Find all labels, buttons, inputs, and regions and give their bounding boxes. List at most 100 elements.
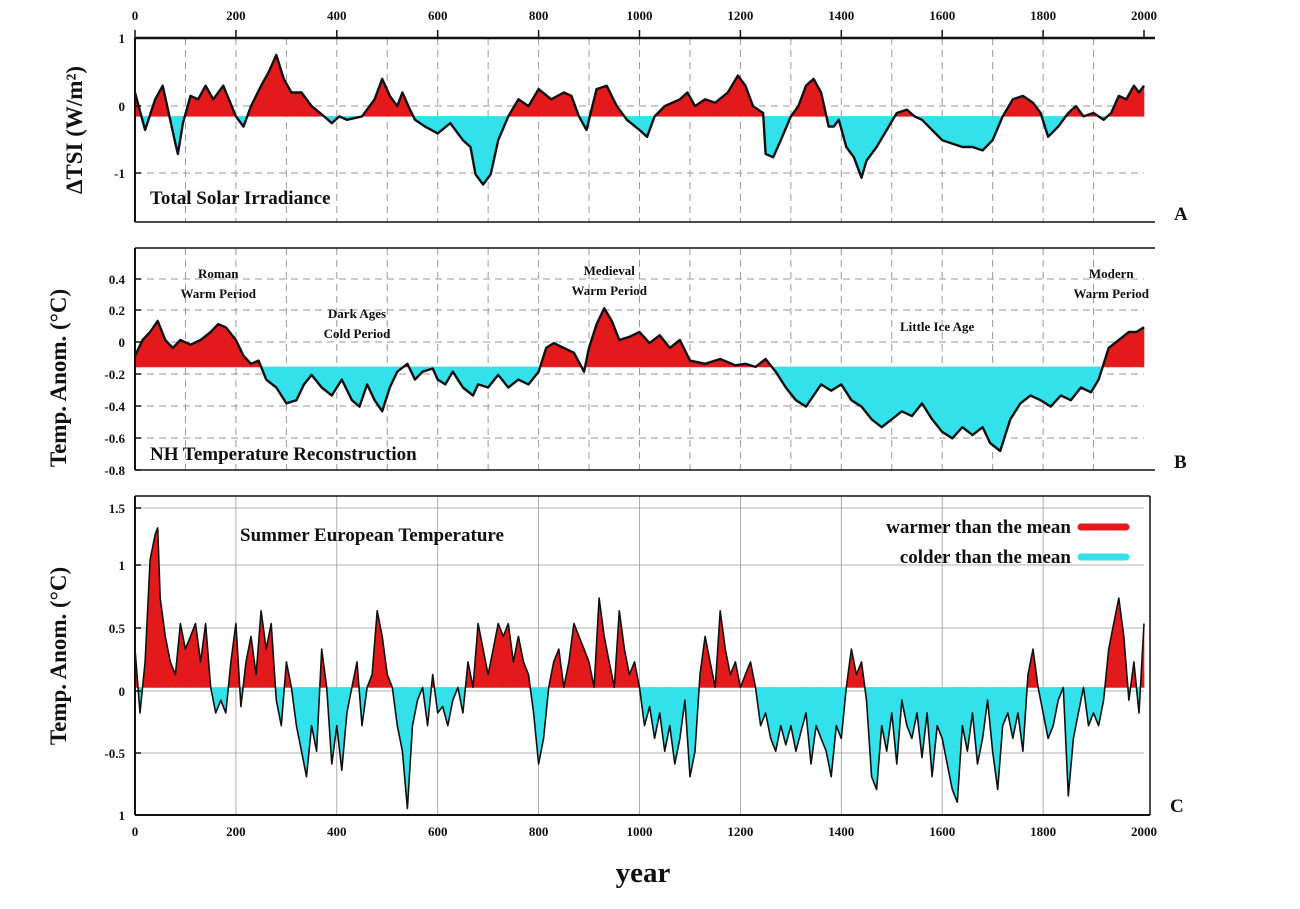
top-tick-label: 1200 <box>727 8 753 23</box>
top-axis-ticks: 0 200 400 600 800 1000 1200 1400 1600 1800 2000 <box>132 8 1157 38</box>
top-tick-label: 600 <box>428 8 448 23</box>
cold-area <box>871 687 877 790</box>
panel-a-title: Total Solar Irradiance <box>150 188 331 209</box>
y-tick-label: 0.4 <box>109 272 126 287</box>
bottom-tick-label: 400 <box>327 824 347 839</box>
cold-area <box>881 366 893 428</box>
bottom-tick-label: 2000 <box>1131 824 1157 839</box>
panel-a-tsi: 0 200 400 600 800 1000 1200 1400 1600 1800 2000 10… <box>62 8 1188 225</box>
cold-area <box>901 366 913 417</box>
top-tick-label: 1000 <box>627 8 653 23</box>
warm-area <box>291 92 302 117</box>
panel-c-european-summer: 1.5 1 0.5 0 -0.5 1 0 200 400 600 800 1000 1200 1400 1… <box>46 495 1184 889</box>
y-tick-label: -0.2 <box>104 367 125 382</box>
period-annotation: Warm Period <box>571 283 647 298</box>
y-tick-label: 0 <box>119 99 126 114</box>
panel-b-letter: B <box>1174 452 1187 473</box>
bottom-tick-label: 1400 <box>828 824 854 839</box>
bottom-tick-label: 800 <box>529 824 549 839</box>
panel-b-annotations: Roman Warm Period Dark Ages Cold Period Medi… <box>181 263 1150 341</box>
top-tick-label: 400 <box>327 8 347 23</box>
panel-b-y-label: Temp. Anom. (°C) <box>46 289 71 467</box>
warm-area <box>619 336 630 368</box>
period-annotation: Modern <box>1089 266 1135 281</box>
period-annotation: Warm Period <box>1073 286 1149 301</box>
panel-c-title: Summer European Temperature <box>240 525 504 546</box>
cold-area <box>840 366 852 402</box>
period-annotation: Medieval <box>584 263 636 278</box>
cold-area <box>286 366 297 404</box>
top-tick-label: 1400 <box>828 8 854 23</box>
bottom-tick-label: 1000 <box>627 824 653 839</box>
panel-b-title: NH Temperature Reconstruction <box>150 444 417 465</box>
cold-area <box>962 116 973 148</box>
bottom-tick-label: 200 <box>226 824 246 839</box>
warm-area <box>154 527 159 688</box>
bottom-tick-label: 600 <box>428 824 448 839</box>
bottom-tick-label: 0 <box>132 824 139 839</box>
panel-c-letter: C <box>1170 796 1184 817</box>
warm-area <box>212 84 224 117</box>
period-annotation: Dark Ages <box>328 306 386 321</box>
panel-b-axes <box>134 247 1155 471</box>
bottom-tick-label: 1600 <box>929 824 955 839</box>
y-tick-label: -1 <box>114 166 125 181</box>
y-tick-label: 1 <box>119 808 126 823</box>
top-tick-label: 200 <box>226 8 246 23</box>
cold-area <box>972 116 983 151</box>
panel-b-nh-temperature: 0.4 0.2 0 -0.2 -0.4 -0.6 -0.8 Temp. Anom. (°C)… <box>46 247 1187 478</box>
panel-c-axes <box>134 495 1151 816</box>
warm-area <box>1136 326 1145 368</box>
panel-c-legend: warmer than the mean colder than the mean <box>886 517 1130 568</box>
panel-a-axes <box>134 36 1155 223</box>
top-tick-label: 2000 <box>1131 8 1157 23</box>
panel-b-line <box>133 307 1145 453</box>
bottom-axis-ticks: 0 200 400 600 800 1000 1200 1400 1600 1800 2000 <box>132 824 1157 839</box>
period-annotation: Little Ice Age <box>900 319 975 334</box>
panel-a-y-ticks: 1 0 -1 <box>114 31 141 181</box>
y-tick-label: 1 <box>119 558 126 573</box>
y-tick-label: 0 <box>119 335 126 350</box>
series-line <box>133 53 1145 186</box>
cold-area <box>951 116 963 148</box>
cold-area <box>941 366 953 439</box>
cold-area <box>765 116 774 158</box>
top-tick-label: 800 <box>529 8 549 23</box>
y-tick-label: -0.6 <box>104 431 125 446</box>
warm-area <box>217 323 227 368</box>
cold-area <box>972 366 983 436</box>
top-tick-label: 1600 <box>929 8 955 23</box>
panel-b-y-ticks: 0.4 0.2 0 -0.2 -0.4 -0.6 -0.8 <box>104 272 141 478</box>
cold-area <box>989 366 1001 452</box>
cold-area <box>402 687 408 809</box>
y-tick-label: 0 <box>119 684 126 699</box>
panel-c-y-label: Temp. Anom. (°C) <box>46 567 71 745</box>
y-tick-label: -0.4 <box>104 399 125 414</box>
cold-area <box>951 687 958 803</box>
warm-area <box>596 85 608 117</box>
bottom-tick-label: 1800 <box>1030 824 1056 839</box>
panel-a-letter: A <box>1174 204 1188 225</box>
x-axis-title: year <box>616 857 671 889</box>
y-tick-label: -0.5 <box>104 746 125 761</box>
y-tick-label: 0.5 <box>109 621 126 636</box>
panel-a-y-label: ΔTSI (W/m²) <box>62 66 87 194</box>
y-tick-label: 1.5 <box>109 501 126 516</box>
top-tick-label: 0 <box>132 8 139 23</box>
warm-area <box>1128 331 1137 368</box>
series-line <box>133 307 1145 453</box>
y-tick-label: 1 <box>119 31 126 46</box>
period-annotation: Roman <box>198 266 239 281</box>
period-annotation: Warm Period <box>181 286 257 301</box>
cold-area <box>871 366 882 428</box>
series-line <box>134 527 1145 810</box>
legend-label: colder than the mean <box>900 547 1072 568</box>
cold-area <box>962 366 973 436</box>
bottom-tick-label: 1200 <box>727 824 753 839</box>
legend-label: warmer than the mean <box>886 517 1071 538</box>
warm-area <box>727 74 739 117</box>
cold-area <box>275 366 287 405</box>
panel-c-y-ticks: 1.5 1 0.5 0 -0.5 1 <box>104 501 141 823</box>
panel-c-line <box>134 527 1145 810</box>
